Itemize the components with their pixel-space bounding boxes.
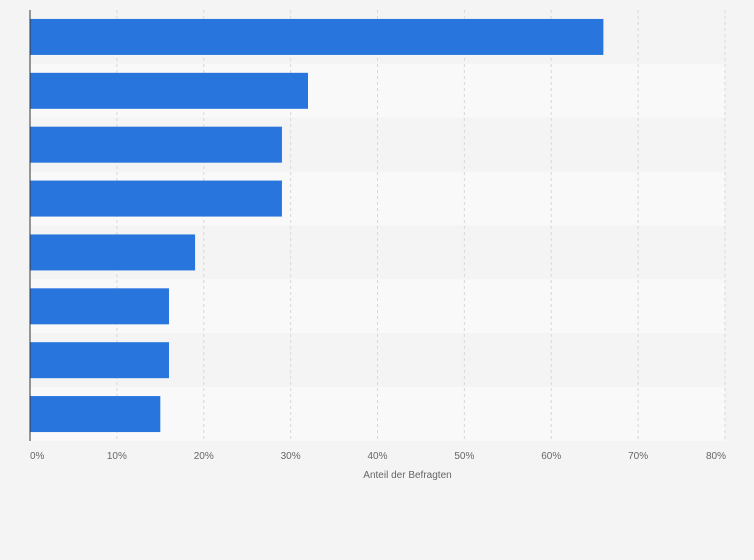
bar[interactable] — [30, 72, 308, 109]
bar[interactable] — [30, 396, 161, 433]
bar[interactable] — [30, 126, 282, 163]
bar[interactable] — [30, 180, 282, 217]
bar[interactable] — [30, 288, 169, 325]
x-tick-label: 10% — [107, 451, 127, 462]
x-tick-label: 20% — [194, 451, 214, 462]
x-tick-labels: 0% 10% 20% 30% 40% 50% 60% 70% 80% — [30, 451, 726, 462]
bar[interactable] — [30, 234, 196, 271]
x-tick-label: 80% — [706, 451, 726, 462]
x-tick-label: 50% — [454, 451, 474, 462]
x-tick-label: 30% — [281, 451, 301, 462]
bar[interactable] — [30, 342, 169, 379]
x-axis-title: Anteil der Befragten — [363, 470, 451, 481]
x-tick-label: 60% — [541, 451, 561, 462]
x-tick-label: 70% — [628, 451, 648, 462]
bar[interactable] — [30, 18, 604, 55]
x-tick-label: 40% — [367, 451, 387, 462]
bars — [30, 18, 604, 433]
x-tick-label: 0% — [30, 451, 45, 462]
